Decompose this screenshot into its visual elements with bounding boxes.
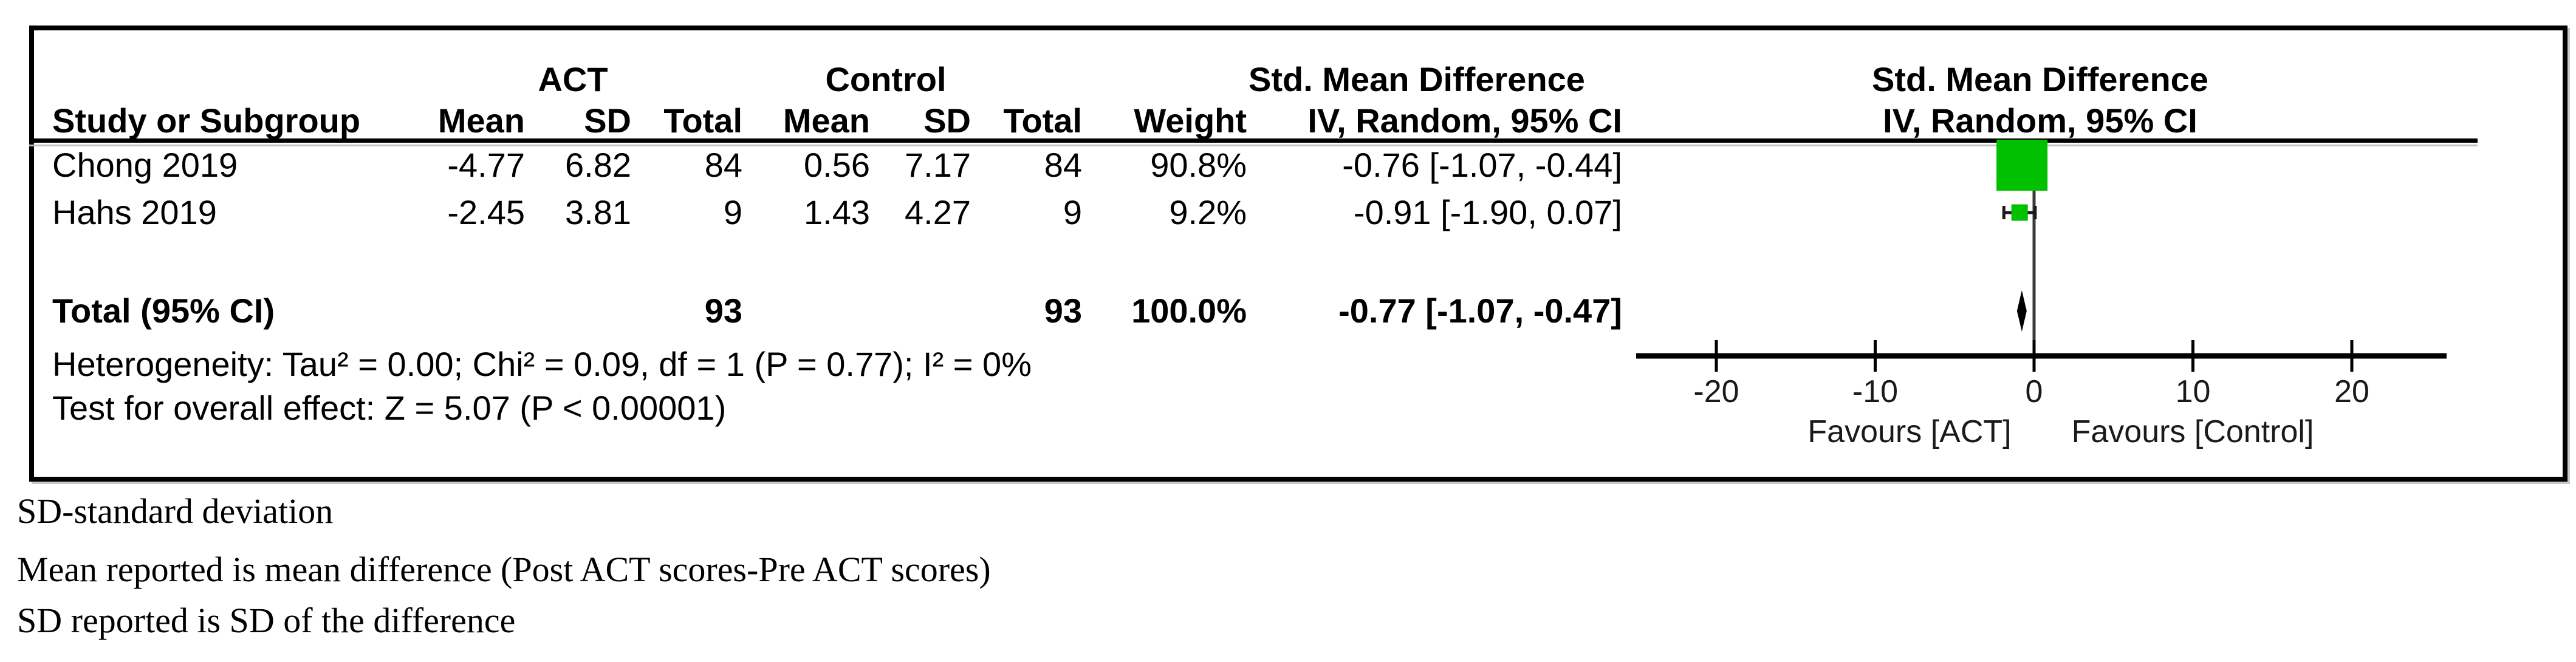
- table-row-ctl-mean: 1.43: [804, 193, 870, 231]
- group-header-smd: Std. Mean Difference: [1249, 60, 1585, 98]
- table-row-ctl-total: 84: [1044, 146, 1082, 184]
- table-row-act-total: 9: [723, 193, 742, 231]
- overall-effect-test: Test for overall effect: Z = 5.07 (P < 0…: [52, 389, 727, 427]
- table-row-act-sd: 3.81: [565, 193, 631, 231]
- total-row-weight: 100.0%: [1131, 292, 1247, 330]
- header-separator-shadow: [29, 145, 2478, 146]
- col-header-study: Study or Subgroup: [52, 101, 361, 140]
- table-row-ctl-mean: 0.56: [804, 146, 870, 184]
- plot-frame: [29, 26, 2567, 482]
- table-row-act-mean: -2.45: [447, 193, 525, 231]
- table-row-ctl-total: 9: [1063, 193, 1082, 231]
- table-row-ctl-sd: 7.17: [905, 146, 971, 184]
- favours-left-label: Favours [ACT]: [1807, 414, 2011, 449]
- footnote-mean-definition: Mean reported is mean difference (Post A…: [17, 550, 991, 589]
- col-header-act-total: Total: [663, 101, 742, 140]
- total-row-ctl-total: 93: [1044, 292, 1082, 330]
- axis-tick-label: -10: [1852, 374, 1898, 409]
- table-row-ctl-sd: 4.27: [905, 193, 971, 231]
- axis-tick-label: 0: [2026, 374, 2043, 409]
- total-row-act-total: 93: [704, 292, 742, 330]
- total-row-label: Total (95% CI): [52, 292, 275, 330]
- table-row-act-sd: 6.82: [565, 146, 631, 184]
- axis-tick-label: -20: [1693, 374, 1739, 409]
- table-row-ci: -0.76 [-1.07, -0.44]: [1342, 146, 1622, 184]
- group-header-act: ACT: [538, 60, 608, 98]
- col-header-ctl-total: Total: [1003, 101, 1082, 140]
- group-header-plot-smd: Std. Mean Difference: [1872, 60, 2208, 98]
- table-row-weight: 90.8%: [1150, 146, 1247, 184]
- header-separator: [29, 138, 2478, 143]
- total-row-ci: -0.77 [-1.07, -0.47]: [1338, 292, 1622, 330]
- table-row-ci: -0.91 [-1.90, 0.07]: [1353, 193, 1622, 231]
- group-header-control: Control: [825, 60, 947, 98]
- col-header-weight: Weight: [1134, 101, 1247, 140]
- table-row-act-mean: -4.77: [447, 146, 525, 184]
- col-header-plot-ci: IV, Random, 95% CI: [1883, 101, 2197, 140]
- table-row-act-total: 84: [704, 146, 742, 184]
- col-header-act-mean: Mean: [437, 101, 525, 140]
- table-row-study-label: Chong 2019: [52, 146, 238, 184]
- col-header-ci: IV, Random, 95% CI: [1307, 101, 1622, 140]
- heterogeneity-stats: Heterogeneity: Tau² = 0.00; Chi² = 0.09,…: [52, 345, 1032, 383]
- table-row-weight: 9.2%: [1169, 193, 1247, 231]
- axis-tick-label: 10: [2176, 374, 2211, 409]
- total-diamond: [2016, 290, 2027, 332]
- col-header-ctl-sd: SD: [923, 101, 971, 140]
- effect-square: [1996, 140, 2048, 191]
- axis-tick-label: 20: [2334, 374, 2369, 409]
- table-row-study-label: Hahs 2019: [52, 193, 217, 231]
- footnote-sd-definition: SD-standard deviation: [17, 491, 334, 531]
- favours-right-label: Favours [Control]: [2072, 414, 2314, 449]
- col-header-ctl-mean: Mean: [783, 101, 870, 140]
- footnote-sd-reported: SD reported is SD of the difference: [17, 601, 516, 640]
- effect-square: [2011, 204, 2028, 221]
- col-header-act-sd: SD: [584, 101, 631, 140]
